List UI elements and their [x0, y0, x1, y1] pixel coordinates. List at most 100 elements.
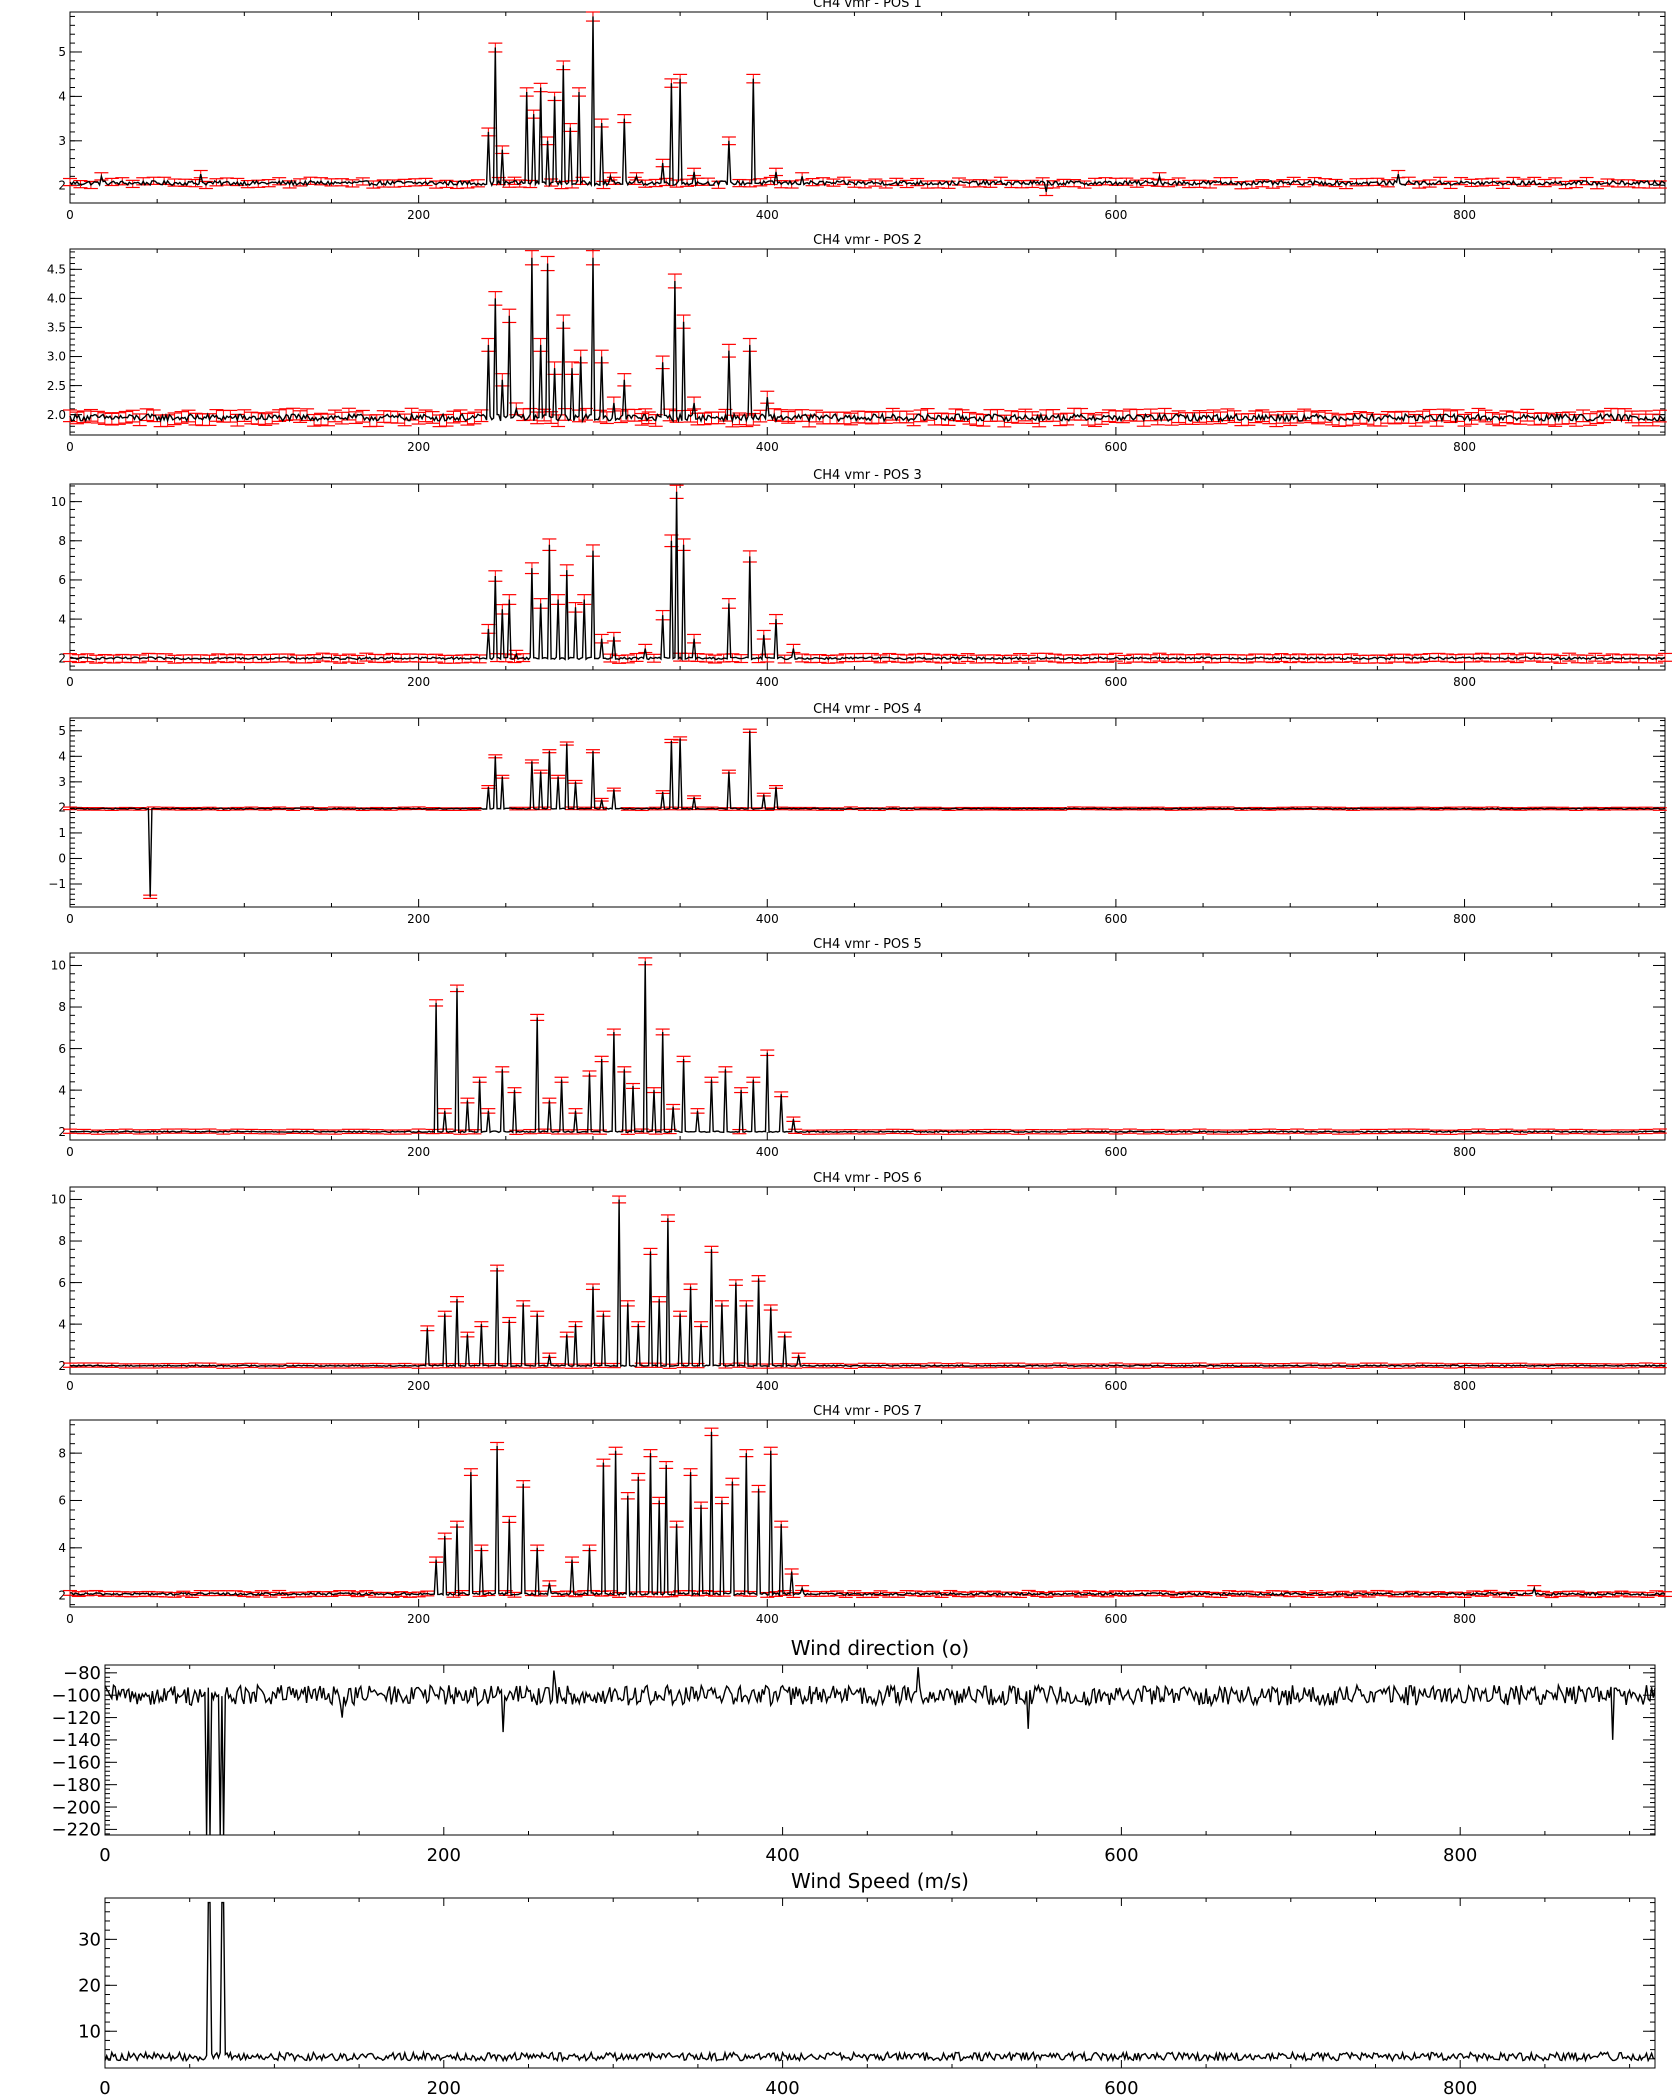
x-tick-label: 200 [407, 912, 430, 926]
x-tick-label: 200 [407, 440, 430, 454]
plot-frame [104, 1664, 1656, 1836]
y-tick-label: 8 [58, 1234, 66, 1248]
plot-frame [69, 952, 1666, 1141]
chart-title: CH4 vmr - POS 3 [813, 468, 922, 483]
y-tick-label: 4 [58, 1083, 66, 1097]
x-tick-label: 400 [756, 1379, 779, 1393]
pos4-panel: CH4 vmr - POS 4 0 200 400 600 800 −1 0 1 2 3 4 5 [48, 702, 1667, 926]
plot-frame [69, 1186, 1666, 1375]
y-tick-label: 8 [58, 1000, 66, 1014]
y-tick-label: −200 [52, 1797, 101, 1818]
y-tick-label: 10 [51, 959, 66, 973]
y-tick-label: 20 [78, 1976, 101, 1997]
y-tick-label: 2 [58, 178, 66, 192]
y-tick-label: −140 [52, 1730, 101, 1751]
x-tick-label: 600 [1104, 1612, 1127, 1626]
y-tick-label: 2.0 [47, 408, 66, 422]
x-tick-label: 800 [1453, 208, 1476, 222]
y-tick-label: 2 [58, 651, 66, 665]
y-tick-label: 3.0 [47, 350, 66, 364]
series-line [69, 1199, 1666, 1368]
y-tick-label: 8 [58, 534, 66, 548]
chart-title: Wind Speed (m/s) [791, 1869, 969, 1893]
x-tick-label: 0 [99, 2078, 110, 2099]
x-tick-label: 200 [407, 1612, 430, 1626]
chart-title: CH4 vmr - POS 7 [813, 1404, 922, 1419]
x-tick-label: 0 [66, 1145, 74, 1159]
x-tick-label: 800 [1443, 1845, 1477, 1866]
x-tick-label: 800 [1453, 1145, 1476, 1159]
y-tick-label: −220 [52, 1820, 101, 1841]
x-tick-label: 200 [407, 675, 430, 689]
x-tick-label: 600 [1104, 675, 1127, 689]
x-tick-label: 400 [756, 1612, 779, 1626]
y-tick-label: 4 [58, 612, 66, 626]
y-tick-label: 4 [58, 1541, 66, 1555]
x-tick-label: 600 [1104, 440, 1127, 454]
y-tick-label: 10 [51, 495, 66, 509]
x-tick-label: 400 [756, 912, 779, 926]
series-line [69, 16, 1666, 193]
y-tick-label: 6 [58, 1276, 66, 1290]
x-tick-label: 800 [1453, 440, 1476, 454]
chart-title: Wind direction (o) [791, 1636, 969, 1660]
wind-speed-panel: Wind Speed (m/s) 0 200 400 600 800 10 20 30 [78, 1869, 1656, 2099]
y-tick-label: 4 [58, 1317, 66, 1331]
x-tick-label: 400 [756, 440, 779, 454]
x-tick-label: 400 [756, 208, 779, 222]
x-tick-label: 600 [1104, 912, 1127, 926]
x-tick-label: 600 [1104, 2078, 1138, 2099]
x-tick-label: 0 [99, 1845, 110, 1866]
x-tick-label: 400 [765, 2078, 799, 2099]
chart-title: CH4 vmr - POS 2 [813, 233, 922, 248]
y-tick-label: 2 [58, 1588, 66, 1602]
series-line [69, 730, 1666, 897]
series-line [69, 257, 1666, 424]
plot-frame [69, 1419, 1666, 1608]
y-tick-label: 4.0 [47, 292, 66, 306]
x-tick-label: 800 [1453, 1612, 1476, 1626]
x-tick-label: 400 [756, 675, 779, 689]
y-tick-label: 5 [58, 724, 66, 738]
x-tick-label: 0 [66, 675, 74, 689]
x-tick-label: 0 [66, 208, 74, 222]
series-line [69, 491, 1666, 662]
y-tick-label: −80 [63, 1663, 101, 1684]
x-tick-label: 600 [1104, 1845, 1138, 1866]
x-tick-label: 200 [407, 1379, 430, 1393]
y-tick-label: 2 [58, 801, 66, 815]
chart-title: CH4 vmr - POS 6 [813, 1171, 922, 1186]
y-tick-label: 30 [78, 1930, 101, 1951]
x-tick-label: 600 [1104, 1145, 1127, 1159]
x-tick-label: 600 [1104, 1379, 1127, 1393]
x-tick-label: 600 [1104, 208, 1127, 222]
y-tick-label: 10 [51, 1193, 66, 1207]
y-tick-label: 10 [78, 2022, 101, 2043]
pos7-panel: CH4 vmr - POS 7 0 200 400 600 800 2 4 6 8 [58, 1404, 1672, 1626]
y-tick-label: −1 [48, 877, 66, 891]
y-tick-label: 8 [58, 1446, 66, 1460]
y-tick-label: 6 [58, 573, 66, 587]
y-tick-label: 2.5 [47, 379, 66, 393]
error-bars [63, 728, 1667, 900]
x-tick-label: 0 [66, 1612, 74, 1626]
y-tick-label: 3.5 [47, 321, 66, 335]
y-tick-label: 5 [58, 45, 66, 59]
chart-title: CH4 vmr - POS 1 [813, 0, 922, 11]
pos3-panel: CH4 vmr - POS 3 0 200 400 600 800 2 4 6 8 10 [51, 468, 1672, 689]
x-tick-label: 200 [427, 1845, 461, 1866]
pos1-panel: CH4 vmr - POS 1 0 200 400 600 800 2 3 4 5 [58, 0, 1667, 222]
plot-frame [69, 248, 1666, 436]
series-line [69, 961, 1666, 1134]
series-line [104, 1667, 1656, 1836]
y-tick-label: −120 [52, 1708, 101, 1729]
y-tick-label: 3 [58, 775, 66, 789]
x-tick-label: 0 [66, 1379, 74, 1393]
y-tick-label: 2 [58, 1125, 66, 1139]
x-tick-label: 800 [1453, 912, 1476, 926]
y-tick-label: 0 [58, 852, 66, 866]
y-tick-label: 4 [58, 750, 66, 764]
series-line [69, 1431, 1666, 1597]
y-tick-label: 1 [58, 826, 66, 840]
